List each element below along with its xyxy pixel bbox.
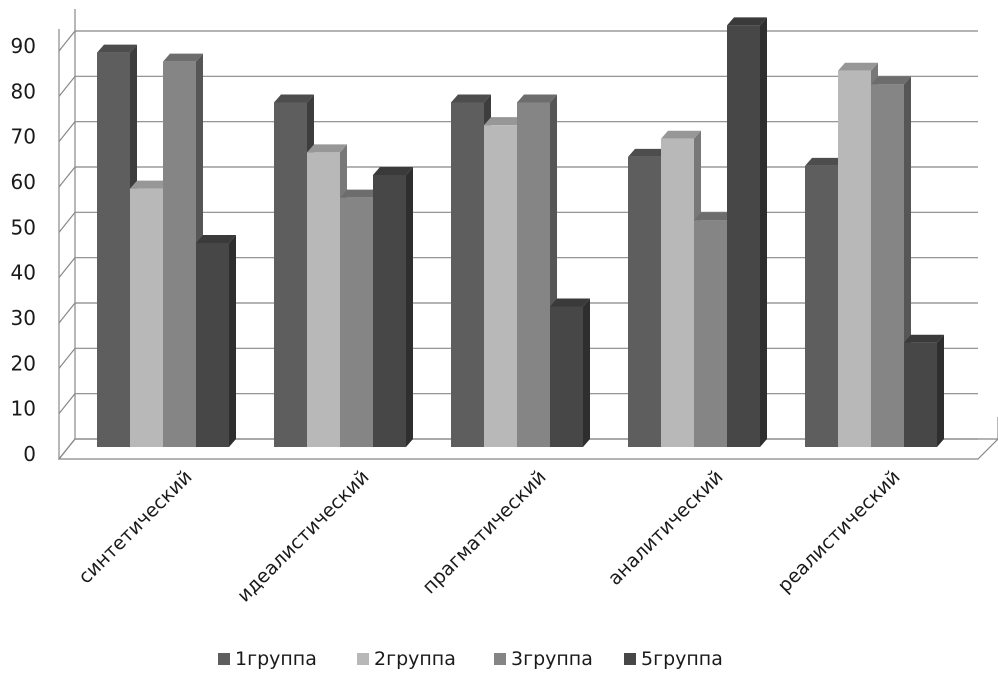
- bar-front: [484, 125, 517, 447]
- bar-front: [628, 156, 661, 447]
- bar: [727, 17, 767, 448]
- bar: [97, 44, 137, 447]
- bar: [550, 298, 590, 447]
- y-tick-label: 80: [11, 79, 36, 103]
- bar-side: [406, 167, 413, 447]
- bar-top: [550, 298, 590, 307]
- bar-front: [97, 52, 130, 447]
- gridline-diagonal: [58, 347, 76, 369]
- bar: [904, 334, 944, 447]
- gridline-diagonal: [58, 30, 76, 52]
- legend-item: 5группа: [624, 648, 723, 670]
- bar-front: [163, 61, 196, 448]
- legend-swatch: [624, 653, 636, 665]
- bar-front: [661, 138, 694, 447]
- gridline-diagonal: [58, 166, 76, 188]
- x-tick-label: прагматический: [418, 466, 550, 598]
- y-tick-label: 70: [11, 125, 36, 149]
- bar-top: [274, 94, 314, 103]
- legend: 1группа 2группа 3группа 5группа: [218, 648, 723, 670]
- bar-top: [196, 235, 236, 243]
- bar: [373, 167, 413, 447]
- y-tick-label: 90: [11, 34, 36, 58]
- legend-label: 3группа: [511, 648, 593, 670]
- bar-front: [451, 102, 484, 447]
- bar-top: [517, 94, 557, 103]
- bar-top: [451, 94, 491, 103]
- bar-top: [805, 157, 845, 166]
- x-tick-label: идеалистический: [233, 466, 374, 607]
- legend-item: 2группа: [357, 648, 456, 670]
- bar-side: [760, 17, 767, 448]
- bar-top: [661, 130, 701, 139]
- y-tick-label: 50: [11, 215, 36, 239]
- bar-front: [805, 165, 838, 447]
- legend-label: 5группа: [641, 648, 723, 670]
- bar-top: [628, 148, 668, 157]
- bar-front: [904, 342, 937, 447]
- gridline-diagonal: [58, 121, 76, 143]
- bar-top: [130, 180, 170, 189]
- bar-top: [373, 167, 413, 175]
- gridline-diagonal: [58, 302, 76, 324]
- y-tick-label: 0: [23, 442, 36, 466]
- bar-top: [727, 17, 767, 26]
- bar-front: [871, 84, 904, 447]
- bar-side: [937, 334, 944, 447]
- x-tick-label: синтетический: [74, 466, 196, 588]
- legend-swatch: [218, 653, 230, 665]
- gridline-diagonal: [58, 75, 76, 97]
- gridline-diagonal: [58, 257, 76, 279]
- y-tick-label: 30: [11, 306, 36, 330]
- legend-item: 1группа: [218, 648, 317, 670]
- y-tick-label: 40: [11, 261, 36, 285]
- chart-floor: [57, 438, 998, 460]
- bar: [196, 235, 236, 447]
- bar-front: [694, 220, 727, 447]
- bar-front: [130, 188, 163, 447]
- x-tick-labels: синтетический идеалистический прагматическ…: [74, 466, 904, 607]
- legend-label: 1группа: [235, 648, 317, 670]
- bar-front: [196, 243, 229, 447]
- bar-front: [307, 152, 340, 448]
- bar-top: [904, 334, 944, 343]
- bar: [871, 76, 911, 447]
- legend-item: 3группа: [494, 648, 593, 670]
- y-tick-label: 10: [11, 397, 36, 421]
- bar-side: [229, 235, 236, 447]
- x-tick-label: аналитический: [604, 466, 728, 590]
- bar-front: [517, 102, 550, 447]
- bar-top: [484, 117, 524, 126]
- bar-front: [274, 102, 307, 447]
- bar-front: [727, 25, 760, 448]
- y-tick-label: 20: [11, 351, 36, 375]
- legend-swatch: [357, 653, 369, 665]
- bar-top: [163, 53, 203, 62]
- y-tick-label: 60: [11, 170, 36, 194]
- bar-front: [373, 175, 406, 447]
- bar-side: [583, 298, 590, 447]
- bar-front: [838, 70, 871, 447]
- bar-top: [838, 62, 878, 71]
- legend-swatch: [494, 653, 506, 665]
- bars: [97, 17, 944, 448]
- bar-front: [340, 197, 373, 447]
- bar-top: [307, 144, 347, 153]
- x-tick-label: реалистический: [774, 466, 905, 597]
- bar-top: [871, 76, 911, 85]
- legend-label: 2группа: [374, 648, 456, 670]
- bar-top: [340, 189, 380, 198]
- gridline-diagonal: [58, 211, 76, 233]
- gridline-diagonal: [58, 393, 76, 415]
- bar-front: [550, 306, 583, 447]
- bar-top: [97, 44, 137, 53]
- bar-top: [694, 212, 734, 221]
